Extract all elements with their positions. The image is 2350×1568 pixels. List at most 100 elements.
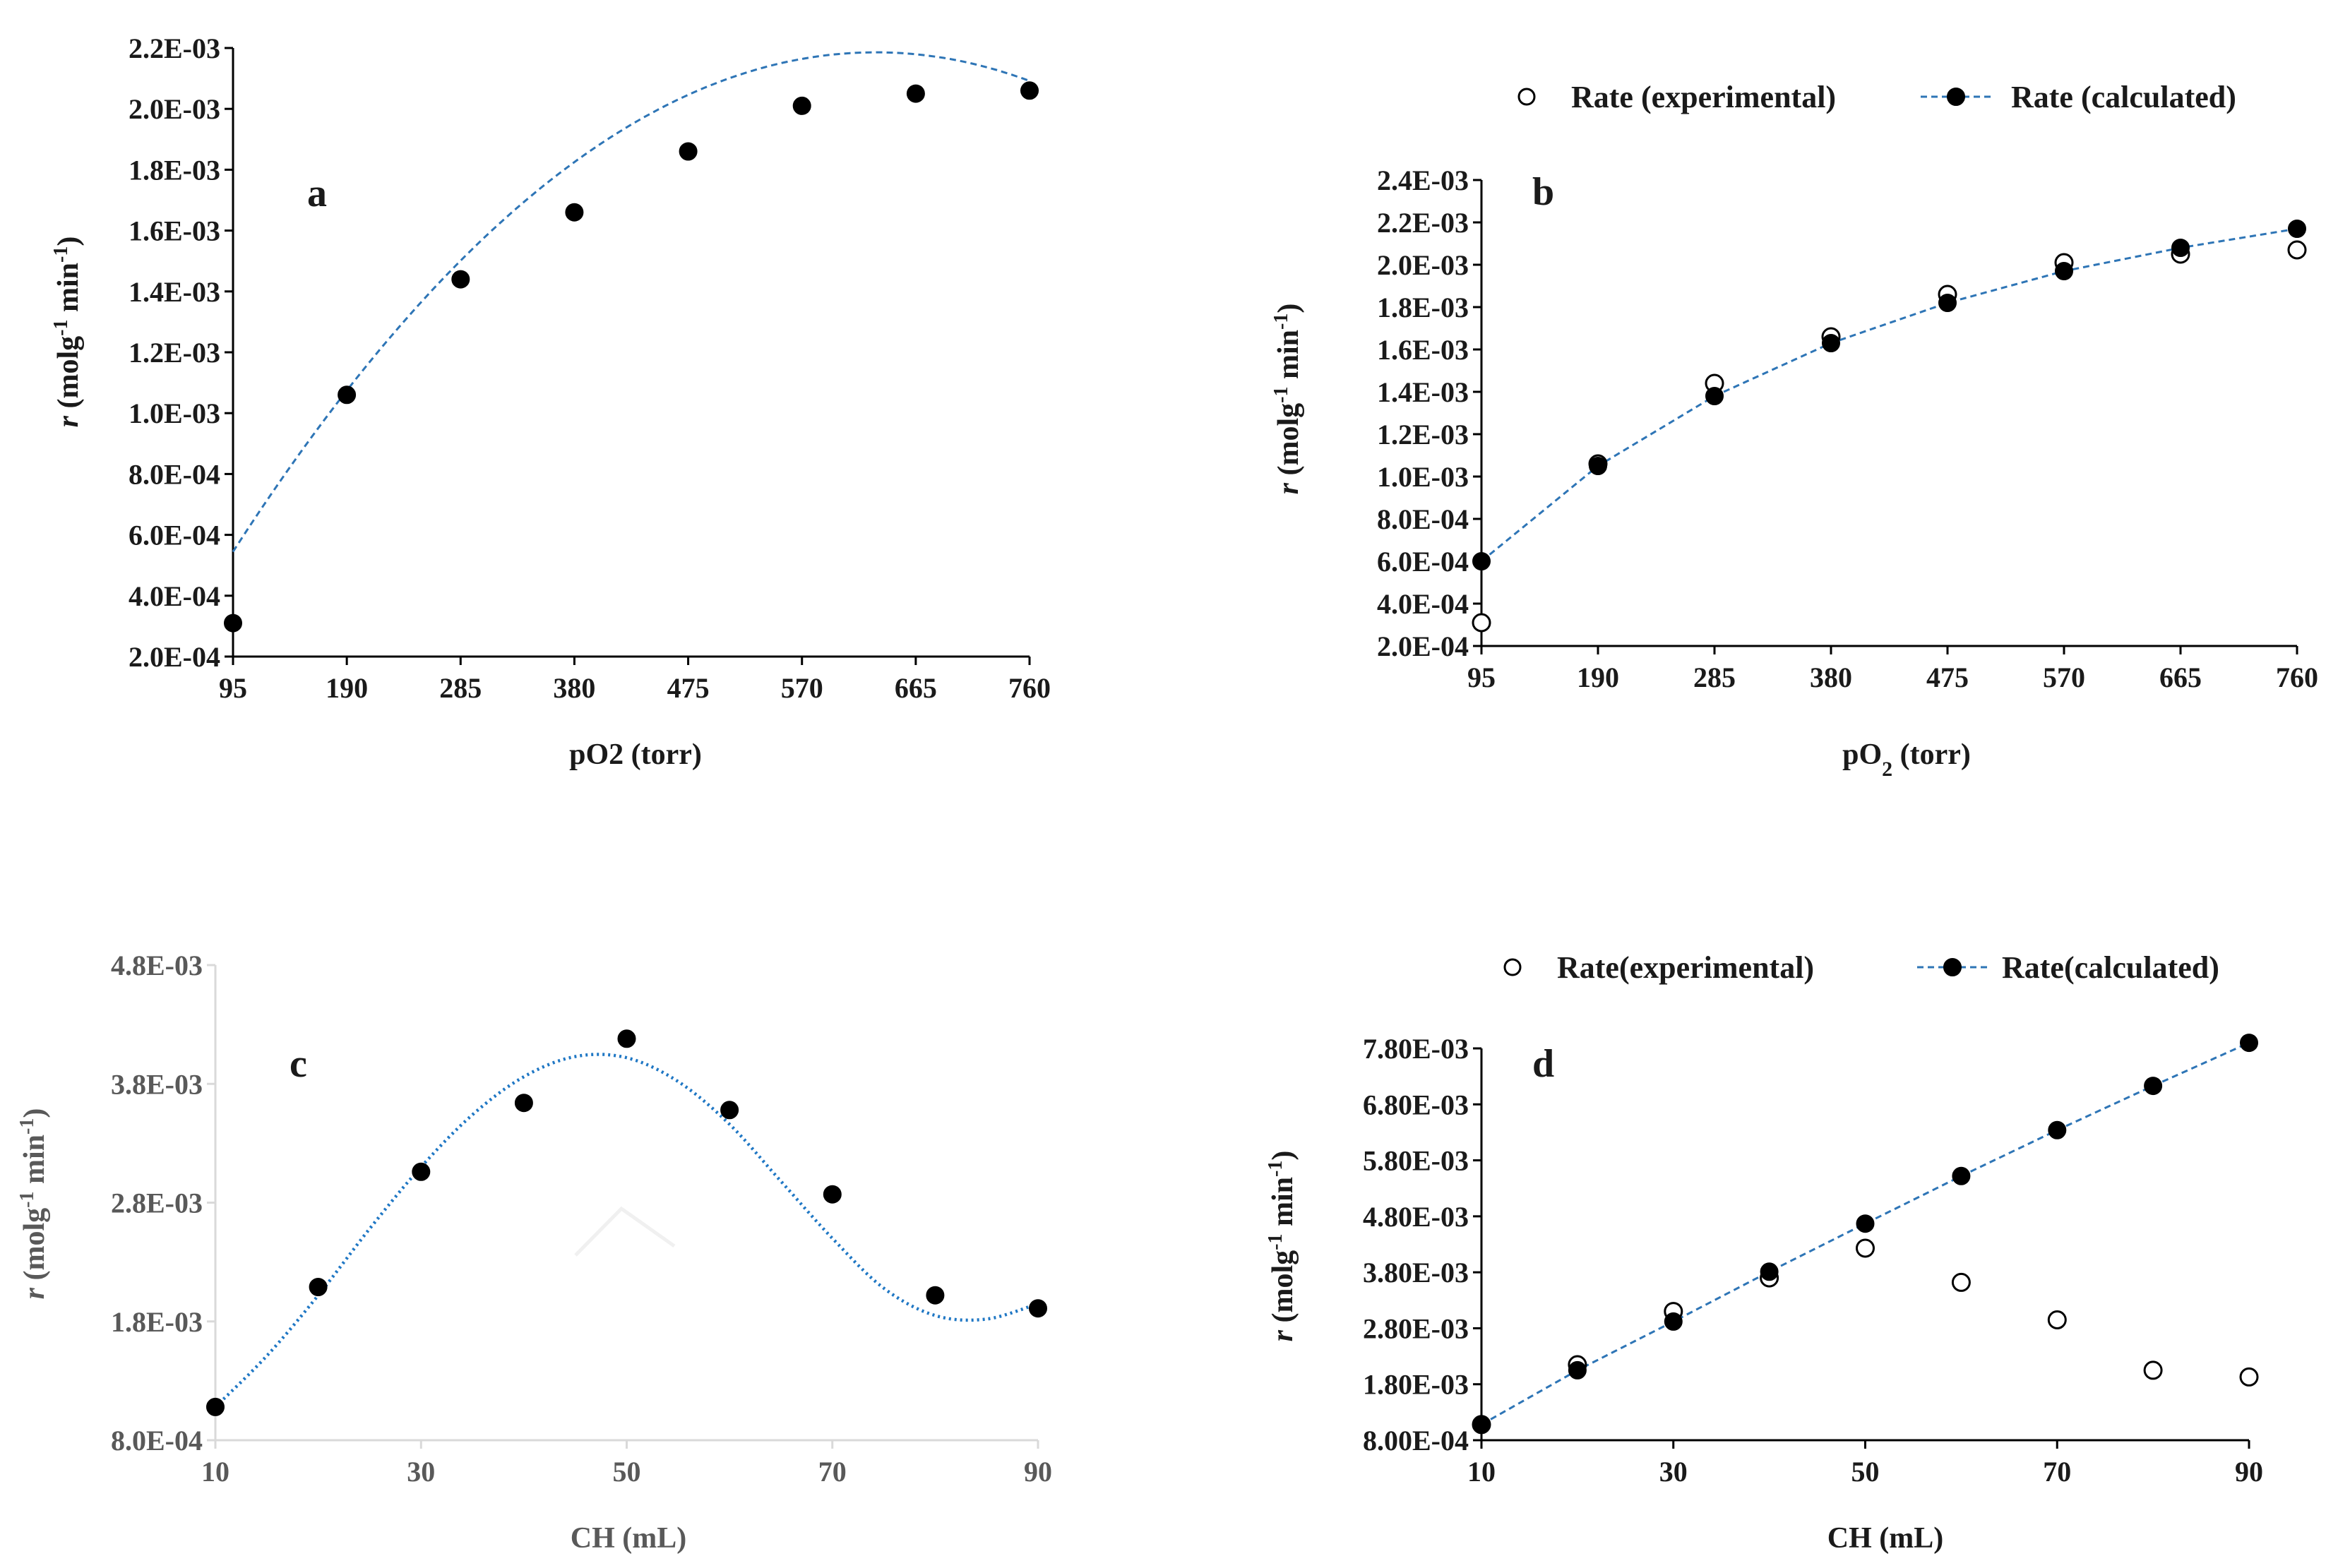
data-point [451,270,470,289]
panel-c-letter: c [290,1042,307,1086]
y-tick-label: 4.80E-03 [1363,1201,1469,1233]
x-tick-label: 285 [439,672,482,704]
data-point [720,1101,739,1120]
data-point-experimental [2143,1360,2163,1380]
data-point [206,1397,225,1416]
y-tick-label: 1.4E-03 [1377,376,1469,408]
panel-b-y-axis: 2.0E-04 4.0E-04 6.0E-04 8.0E-04 1.0E-03 1.2E-… [1377,164,1483,662]
panel-a-fit-line [232,51,1030,553]
data-point [679,142,698,161]
panel-a-x-axis: 95 190 285 380 475 570 665 760 [219,655,1051,704]
x-tick-label: 95 [1467,662,1496,693]
panel-c-x-axis: 10 30 50 70 90 [201,1439,1052,1488]
x-tick-label: 10 [1467,1456,1496,1488]
data-point-calculated [2240,1034,2258,1053]
x-tick-label: 10 [201,1456,229,1488]
panel-a-letter: a [307,172,327,215]
y-tick-label: 2.0E-04 [129,641,220,673]
x-tick-label: 90 [2235,1456,2263,1488]
data-point-calculated [1705,387,1724,405]
x-tick-label: 475 [1926,662,1969,693]
panel-c-x-axis-title: CH (mL) [571,1522,686,1555]
y-tick-label: 6.0E-04 [1377,546,1469,577]
x-tick-label: 30 [1659,1456,1688,1488]
data-point-experimental [2047,1310,2067,1329]
data-point-calculated [2055,262,2073,280]
x-tick-label: 285 [1693,662,1736,693]
y-tick-label: 1.6E-03 [1377,334,1469,366]
panel-b-x-axis: 95 190 285 380 475 570 665 760 [1467,645,2318,693]
panel-a-y-axis-title: r (molg-1 min-1) [50,237,85,428]
panel-d-legend: Rate(experimental) Rate(calculated) [1503,950,2219,985]
x-tick-label: 50 [1851,1456,1880,1488]
y-tick-label: 2.2E-03 [129,32,220,64]
y-tick-label: 8.0E-04 [1377,503,1469,535]
x-tick-label: 70 [2043,1456,2071,1488]
legend-label-experimental: Rate (experimental) [1571,80,1836,114]
panel-c: c 8.0E-04 1.8E-03 2.8E-03 3.8E-03 4.8E-03 10… [16,950,1053,1555]
data-point-calculated [1472,552,1491,570]
y-tick-label: 3.80E-03 [1363,1257,1469,1288]
data-point-calculated [1822,334,1840,352]
y-tick-label: 4.8E-03 [111,950,203,981]
panel-b-points [1472,220,2307,633]
x-tick-label: 665 [895,672,937,704]
data-point [514,1094,533,1113]
x-tick-label: 380 [553,672,595,704]
x-tick-label: 475 [667,672,710,704]
panel-d-calculated-line [1481,1041,2250,1426]
panel-a: a 2.0E-04 4.0E-04 6.0E-04 8.0E-04 1.0E-03 1.2… [50,32,1051,771]
panel-d-x-axis: 10 30 50 70 90 [1467,1439,2263,1488]
data-point-calculated [1952,1166,1971,1185]
data-point-calculated [2144,1077,2163,1096]
panel-c-fit-line [214,1053,1039,1408]
data-point-experimental [1472,613,1491,633]
y-tick-label: 2.8E-03 [111,1187,203,1219]
y-tick-label: 8.00E-04 [1363,1425,1469,1456]
data-point-experimental [2239,1367,2259,1387]
data-point-experimental [2287,240,2307,260]
panel-c-y-axis: 8.0E-04 1.8E-03 2.8E-03 3.8E-03 4.8E-03 [111,950,217,1456]
y-tick-label: 2.4E-03 [1377,164,1469,196]
x-tick-label: 50 [613,1456,641,1488]
y-tick-label: 1.0E-03 [1377,461,1469,493]
y-tick-label: 4.0E-04 [129,580,220,612]
y-tick-label: 2.0E-04 [1377,630,1469,662]
data-point-calculated [1664,1312,1683,1331]
y-tick-label: 2.0E-03 [1377,249,1469,281]
data-point [1020,81,1039,100]
y-tick-label: 8.0E-04 [129,458,220,490]
panel-b-letter: b [1532,170,1554,214]
data-point-calculated [1568,1360,1587,1380]
legend-label-calculated: Rate(calculated) [2002,950,2219,985]
panel-b-legend: Rate (experimental) Rate (calculated) [1517,80,2236,114]
x-tick-label: 190 [1577,662,1619,693]
y-tick-label: 1.8E-03 [1377,292,1469,323]
panel-a-y-axis: 2.0E-04 4.0E-04 6.0E-04 8.0E-04 1.0E-03 1.2E-… [129,32,234,673]
panel-b: Rate (experimental) Rate (calculated) b … [1270,80,2319,781]
y-tick-label: 6.80E-03 [1363,1089,1469,1120]
data-point-calculated [2288,220,2306,238]
panel-d-letter: d [1532,1042,1554,1086]
x-tick-label: 760 [1008,672,1051,704]
x-tick-label: 570 [2043,662,2085,693]
panel-a-points [224,81,1039,633]
y-tick-label: 1.0E-03 [129,397,220,429]
y-tick-label: 7.80E-03 [1363,1033,1469,1065]
y-tick-label: 3.8E-03 [111,1068,203,1100]
y-tick-label: 2.80E-03 [1363,1312,1469,1344]
panel-a-x-axis-title: pO2 (torr) [569,738,702,771]
x-tick-label: 380 [1810,662,1852,693]
data-point [338,385,357,405]
panel-d-x-axis-title: CH (mL) [1827,1522,1943,1555]
data-point [224,614,242,633]
x-tick-label: 665 [2159,662,2202,693]
data-point-calculated [2048,1120,2067,1139]
panel-c-y-axis-title: r (molg-1 min-1) [16,1108,52,1300]
panel-b-y-axis-title: r (molg-1 min-1) [1270,304,1306,495]
panel-b-calculated-line [1481,227,2298,563]
data-point-calculated [1856,1214,1875,1233]
panel-d-y-axis-title: r (molg-1 min-1) [1265,1151,1300,1342]
y-tick-label: 1.2E-03 [1377,419,1469,450]
